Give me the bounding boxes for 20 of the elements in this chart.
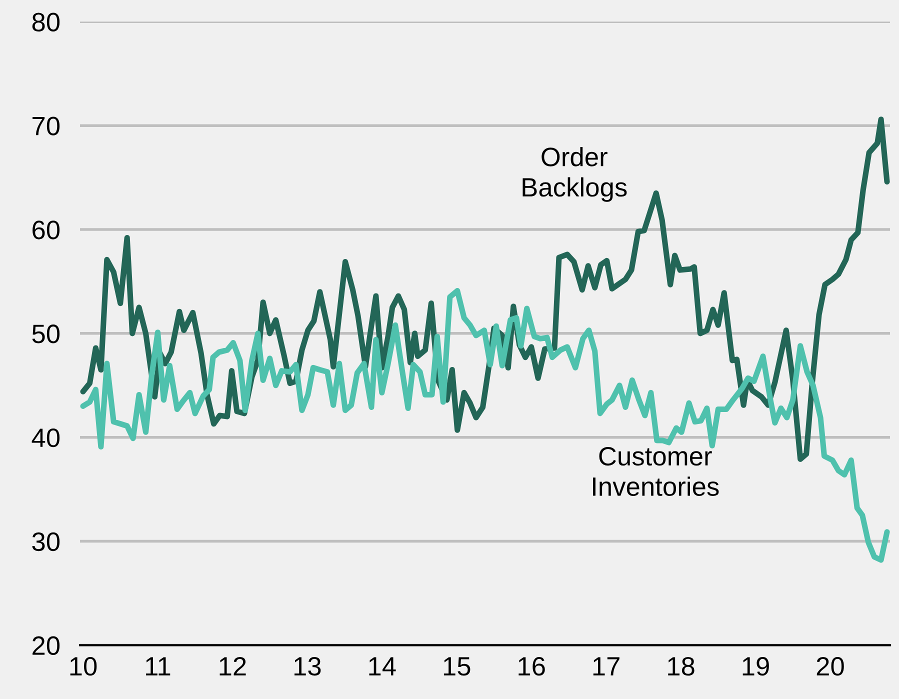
y-tick-label: 40 bbox=[32, 428, 60, 448]
y-tick-label: 20 bbox=[32, 636, 60, 655]
x-tick-label: 17 bbox=[593, 657, 620, 676]
y-tick-label: 50 bbox=[32, 324, 60, 344]
x-tick-label: 14 bbox=[369, 657, 396, 676]
y-tick-label: 60 bbox=[32, 220, 60, 240]
x-tick-label: 19 bbox=[742, 656, 769, 676]
x-tick-label: 18 bbox=[668, 656, 694, 676]
x-tick-label: 16 bbox=[518, 656, 545, 676]
y-tick-label: 30 bbox=[32, 532, 60, 552]
x-tick-label: 10 bbox=[70, 656, 97, 676]
x-tick-label: 13 bbox=[294, 656, 321, 676]
series-label: Order Backlogs bbox=[522, 146, 627, 202]
y-tick-label: 80 bbox=[32, 12, 60, 32]
y-tick-label: 70 bbox=[32, 116, 60, 136]
x-tick-label: 20 bbox=[816, 656, 844, 676]
series-label: Customer Inventories bbox=[593, 446, 719, 496]
x-tick-label: 11 bbox=[146, 657, 170, 676]
x-tick-label: 12 bbox=[220, 656, 246, 676]
x-tick-label: 15 bbox=[444, 657, 470, 676]
